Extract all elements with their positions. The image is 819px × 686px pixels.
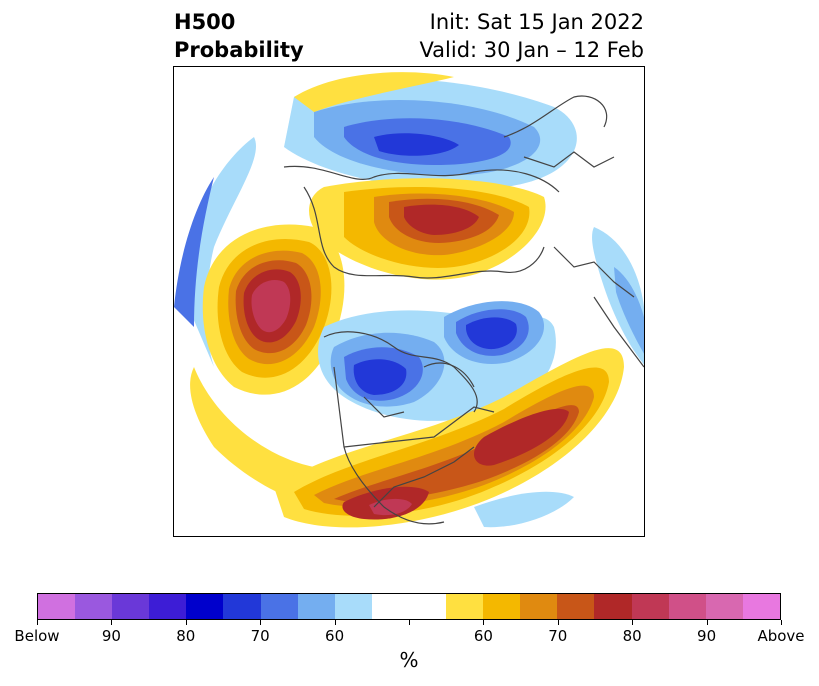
colorbar-swatch: [371, 594, 409, 619]
colorbar-swatch: [446, 594, 484, 619]
valid-date-label: Valid: 30 Jan – 12 Feb: [419, 38, 644, 62]
anomaly-region: [251, 279, 291, 333]
colorbar-swatch: [112, 594, 150, 619]
colorbar-tick-mark: [706, 620, 708, 625]
colorbar-tick-mark: [37, 620, 38, 625]
colorbar-tick-label: 80: [622, 627, 642, 645]
colorbar-swatch: [297, 594, 335, 619]
colorbar-tick-mark: [409, 620, 410, 625]
colorbar-swatch: [705, 594, 743, 619]
colorbar-swatch: [742, 594, 780, 619]
map-title: H500 Probability: [174, 8, 304, 64]
colorbar-unit-label: %: [399, 648, 419, 672]
colorbar-tick-mark: [111, 620, 113, 625]
country-borders: [283, 95, 644, 525]
colorbar-swatch: [631, 594, 669, 619]
colorbar-tick-label: 90: [697, 627, 717, 645]
colorbar-swatch: [149, 594, 187, 619]
colorbar-tick-label: Above: [757, 627, 805, 645]
colorbar-tick-mark: [632, 620, 634, 625]
colorbar-swatch: [260, 594, 298, 619]
colorbar-tick-label: 70: [548, 627, 568, 645]
anomaly-region: [353, 359, 407, 395]
colorbar-tick-label: 70: [250, 627, 270, 645]
colorbar-tick-mark: [260, 620, 262, 625]
anomaly-region: [473, 408, 569, 466]
colorbar-tick-mark: [334, 620, 336, 625]
colorbar-swatch: [223, 594, 261, 619]
colorbar-swatch: [483, 594, 521, 619]
colorbar-swatch: [334, 594, 372, 619]
colorbar-tick-label: 60: [473, 627, 493, 645]
colorbar-tick-label: Below: [14, 627, 60, 645]
anomaly-region: [314, 385, 594, 507]
colorbar-tick-mark: [185, 620, 187, 625]
anomaly-region: [294, 72, 454, 112]
anomaly-region: [184, 137, 256, 367]
colorbar-tick-label: 80: [176, 627, 196, 645]
colorbar-swatch: [520, 594, 558, 619]
title-line-2: Probability: [174, 38, 304, 62]
colorbar-swatch: [408, 594, 447, 619]
anomaly-region: [174, 177, 214, 327]
colorbar-tick-mark: [483, 620, 485, 625]
anomaly-region: [474, 491, 574, 528]
colorbar: [37, 593, 781, 620]
anomaly-region: [374, 133, 459, 156]
colorbar-swatch: [186, 594, 224, 619]
colorbar-tick-label: 90: [101, 627, 121, 645]
init-date-label: Init: Sat 15 Jan 2022: [429, 10, 644, 34]
colorbar-tick-mark: [781, 620, 782, 625]
map-canvas: [174, 72, 644, 528]
colorbar-tick-label: 60: [325, 627, 345, 645]
colorbar-swatch: [668, 594, 706, 619]
anomaly-region: [404, 204, 479, 235]
title-line-1: H500: [174, 10, 236, 34]
colorbar-swatch: [557, 594, 595, 619]
anomaly-region: [466, 317, 517, 350]
anomaly-region: [614, 267, 644, 357]
date-info: Init: Sat 15 Jan 2022 Valid: 30 Jan – 12…: [419, 8, 644, 64]
colorbar-swatch: [75, 594, 113, 619]
colorbar-tick-mark: [557, 620, 559, 625]
colorbar-swatch: [594, 594, 632, 619]
colorbar-swatch: [38, 594, 76, 619]
probability-map: [173, 66, 645, 537]
